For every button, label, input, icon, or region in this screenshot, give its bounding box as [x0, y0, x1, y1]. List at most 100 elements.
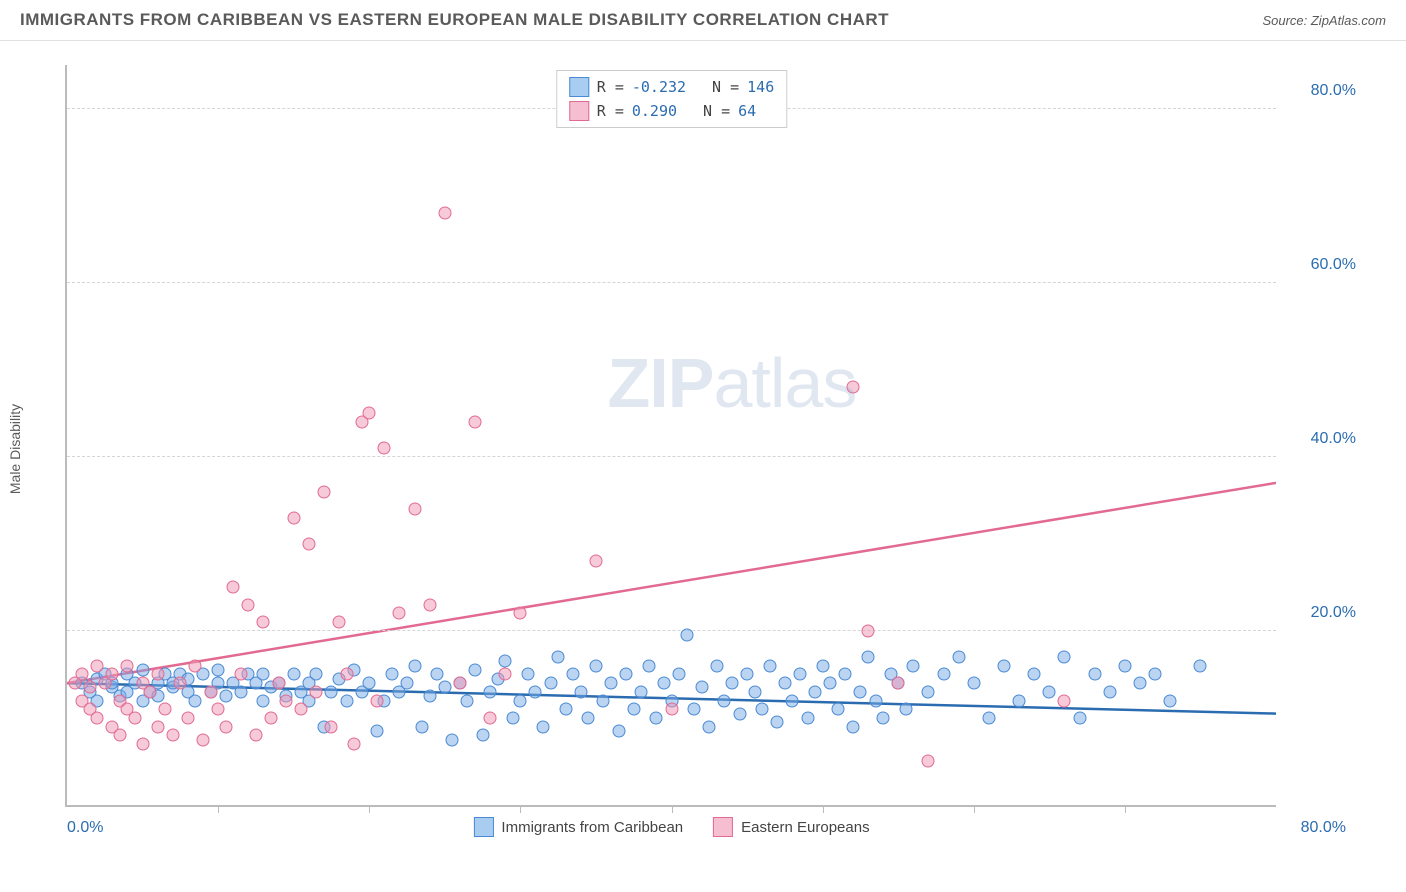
- chart-title: IMMIGRANTS FROM CARIBBEAN VS EASTERN EUR…: [20, 10, 889, 30]
- data-point: [816, 659, 829, 672]
- data-point: [340, 694, 353, 707]
- data-point: [506, 711, 519, 724]
- data-point: [257, 668, 270, 681]
- data-point: [189, 694, 202, 707]
- data-point: [476, 729, 489, 742]
- data-point: [129, 711, 142, 724]
- data-point: [408, 659, 421, 672]
- gridline: [67, 282, 1276, 283]
- legend-r-label: R =: [597, 75, 624, 99]
- data-point: [431, 668, 444, 681]
- data-point: [605, 677, 618, 690]
- data-point: [892, 677, 905, 690]
- data-point: [559, 703, 572, 716]
- data-point: [846, 720, 859, 733]
- data-point: [348, 738, 361, 751]
- data-point: [839, 668, 852, 681]
- data-point: [408, 503, 421, 516]
- data-point: [234, 668, 247, 681]
- data-point: [219, 690, 232, 703]
- data-point: [189, 659, 202, 672]
- data-point: [710, 659, 723, 672]
- legend-r-label: R =: [597, 99, 624, 123]
- series-legend-item: Immigrants from Caribbean: [473, 817, 683, 837]
- trend-line: [67, 483, 1276, 683]
- data-point: [771, 716, 784, 729]
- data-point: [325, 685, 338, 698]
- gridline: [67, 630, 1276, 631]
- series-legend: Immigrants from Caribbean Eastern Europea…: [473, 817, 869, 837]
- data-point: [310, 685, 323, 698]
- data-point: [567, 668, 580, 681]
- data-point: [272, 677, 285, 690]
- data-point: [257, 616, 270, 629]
- legend-swatch: [569, 77, 589, 97]
- data-point: [370, 725, 383, 738]
- data-point: [1028, 668, 1041, 681]
- data-point: [136, 738, 149, 751]
- data-point: [597, 694, 610, 707]
- data-point: [809, 685, 822, 698]
- series-label: Immigrants from Caribbean: [501, 819, 683, 836]
- legend-n-label: N =: [703, 99, 730, 123]
- data-point: [302, 537, 315, 550]
- data-point: [725, 677, 738, 690]
- series-label: Eastern Europeans: [741, 819, 869, 836]
- data-point: [484, 711, 497, 724]
- series-legend-item: Eastern Europeans: [713, 817, 869, 837]
- data-point: [552, 651, 565, 664]
- data-point: [1088, 668, 1101, 681]
- data-point: [499, 655, 512, 668]
- data-point: [242, 598, 255, 611]
- data-point: [589, 659, 602, 672]
- data-point: [642, 659, 655, 672]
- x-tick: [672, 805, 673, 813]
- data-point: [763, 659, 776, 672]
- data-point: [922, 685, 935, 698]
- data-point: [174, 677, 187, 690]
- data-point: [635, 685, 648, 698]
- x-tick: [974, 805, 975, 813]
- data-point: [136, 664, 149, 677]
- data-point: [695, 681, 708, 694]
- data-point: [846, 381, 859, 394]
- data-point: [1164, 694, 1177, 707]
- data-point: [151, 720, 164, 733]
- data-point: [801, 711, 814, 724]
- data-point: [484, 685, 497, 698]
- plot-area: ZIPatlas R = -0.232N = 146R = 0.290N = 6…: [65, 65, 1276, 807]
- x-tick: [369, 805, 370, 813]
- data-point: [113, 729, 126, 742]
- data-point: [582, 711, 595, 724]
- data-point: [325, 720, 338, 733]
- data-point: [310, 668, 323, 681]
- data-point: [166, 729, 179, 742]
- data-point: [469, 664, 482, 677]
- data-point: [287, 511, 300, 524]
- data-point: [1058, 694, 1071, 707]
- data-point: [181, 711, 194, 724]
- data-point: [469, 415, 482, 428]
- data-point: [907, 659, 920, 672]
- legend-swatch: [473, 817, 493, 837]
- data-point: [612, 725, 625, 738]
- x-axis-max-label: 80.0%: [1301, 819, 1346, 837]
- data-point: [1043, 685, 1056, 698]
- data-point: [249, 729, 262, 742]
- data-point: [831, 703, 844, 716]
- gridline: [67, 456, 1276, 457]
- data-point: [1013, 694, 1026, 707]
- data-point: [718, 694, 731, 707]
- data-point: [438, 681, 451, 694]
- data-point: [265, 711, 278, 724]
- data-point: [219, 720, 232, 733]
- source-attribution: Source: ZipAtlas.com: [1262, 13, 1386, 28]
- data-point: [861, 651, 874, 664]
- data-point: [665, 703, 678, 716]
- data-point: [393, 607, 406, 620]
- data-point: [997, 659, 1010, 672]
- data-point: [1149, 668, 1162, 681]
- data-point: [922, 755, 935, 768]
- watermark: ZIPatlas: [608, 343, 857, 423]
- data-point: [786, 694, 799, 707]
